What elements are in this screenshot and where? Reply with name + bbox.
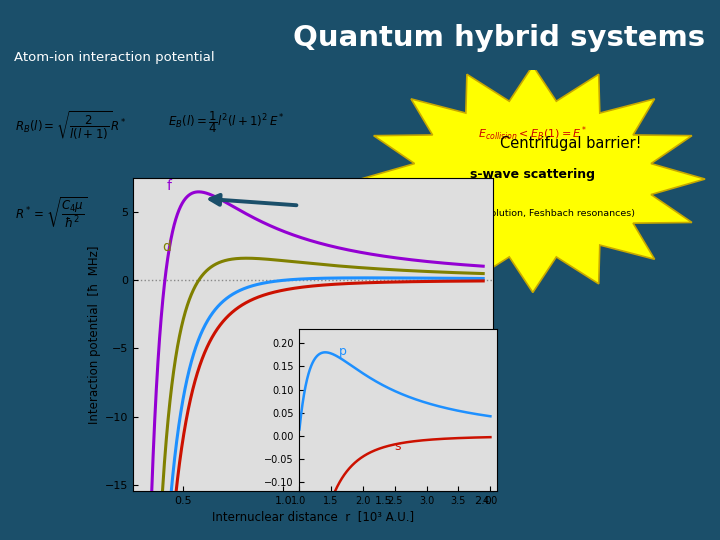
Text: Centrifugal barrier!: Centrifugal barrier! [500,136,642,151]
Polygon shape [361,66,705,293]
Y-axis label: Interaction potential  [ħ  MHz]: Interaction potential [ħ MHz] [88,246,101,424]
Text: f: f [166,179,171,193]
Text: d: d [162,240,171,254]
Text: $R^*=\sqrt{\dfrac{C_4\mu}{\hbar^2}}$: $R^*=\sqrt{\dfrac{C_4\mu}{\hbar^2}}$ [15,195,87,230]
Text: Atom-ion interaction potential: Atom-ion interaction potential [14,51,215,64]
Text: s-wave scattering: s-wave scattering [470,168,595,181]
Text: Quantum hybrid systems: Quantum hybrid systems [294,24,706,52]
Text: (coherent evolution, Feshbach resonances): (coherent evolution, Feshbach resonances… [431,208,635,218]
Text: s: s [395,440,401,453]
Text: $R_B(l)=\sqrt{\dfrac{2}{l(l+1)}}R^*$: $R_B(l)=\sqrt{\dfrac{2}{l(l+1)}}R^*$ [15,110,127,142]
X-axis label: Internuclear distance  r  [10³ A.U.]: Internuclear distance r [10³ A.U.] [212,510,414,523]
Text: $F^*=\dfrac{\hbar^2}{2\mu\,R^{*2}}$: $F^*=\dfrac{\hbar^2}{2\mu\,R^{*2}}$ [168,195,235,230]
Text: $E_{collision} < E_B(1) = E^*$: $E_{collision} < E_B(1) = E^*$ [478,125,588,143]
Text: $E_B(l)=\dfrac{1}{4}l^2(l+1)^2\,E^*$: $E_B(l)=\dfrac{1}{4}l^2(l+1)^2\,E^*$ [168,110,285,136]
Text: p: p [338,345,346,358]
